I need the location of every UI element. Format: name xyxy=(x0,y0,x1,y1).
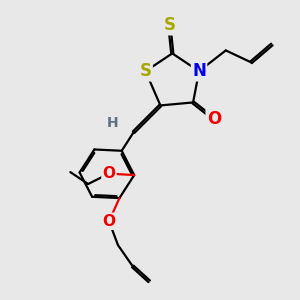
Text: S: S xyxy=(140,62,152,80)
Text: N: N xyxy=(192,62,206,80)
Text: O: O xyxy=(103,166,116,181)
Text: H: H xyxy=(107,116,119,130)
Text: O: O xyxy=(207,110,221,128)
Text: S: S xyxy=(163,16,175,34)
Text: O: O xyxy=(103,214,116,229)
